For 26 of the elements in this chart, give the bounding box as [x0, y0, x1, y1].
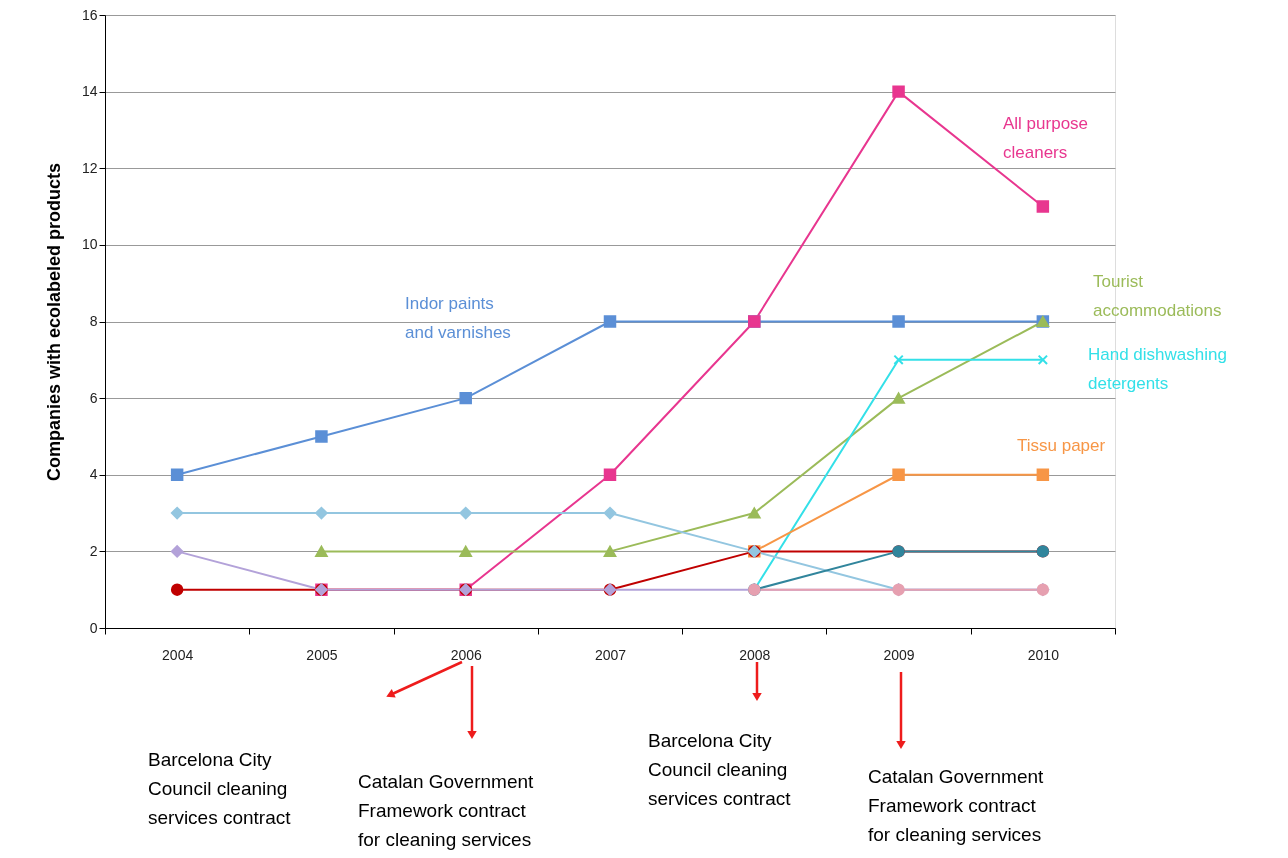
y-tick-label: 16	[81, 6, 98, 23]
y-tick-label: 6	[89, 389, 98, 406]
y-tick-label: 4	[89, 466, 98, 483]
text: Barcelona City Council cleaning services contract	[648, 730, 792, 809]
y-tick-label: 2	[89, 542, 98, 559]
y-tick-label: 0	[89, 619, 98, 636]
y-tick-label: 12	[81, 159, 98, 176]
x-tick-label: 2007	[594, 646, 627, 663]
x-tick-label: 2010	[1027, 646, 1060, 663]
series-label: Indor paints and varnishes	[405, 294, 511, 342]
text: Hand dishwashing detergents	[1088, 345, 1227, 393]
text: Barcelona City Council cleaning services contract	[148, 749, 292, 828]
x-tick-label: 2005	[306, 646, 338, 663]
text: Catalan Government Framework contract for cleaning services	[868, 766, 1045, 845]
x-tick-label: 2006	[450, 646, 482, 663]
text: Catalan Government Framework contract for cleaning services	[358, 771, 535, 850]
x-tick-label: 2008	[739, 646, 771, 663]
x-tick-label: 2009	[883, 646, 915, 663]
y-tick-label: 10	[81, 236, 98, 253]
y-axis-title: Companies with ecolabeled products	[43, 162, 64, 482]
series-label: All purpose cleaners	[1003, 114, 1089, 162]
y-tick-label: 14	[81, 83, 98, 100]
series-label: Tissu paper	[1017, 436, 1106, 455]
text: Tourist accommodations	[1093, 272, 1222, 320]
y-tick-label: 8	[89, 313, 98, 329]
x-tick-label: 2004	[162, 646, 194, 663]
